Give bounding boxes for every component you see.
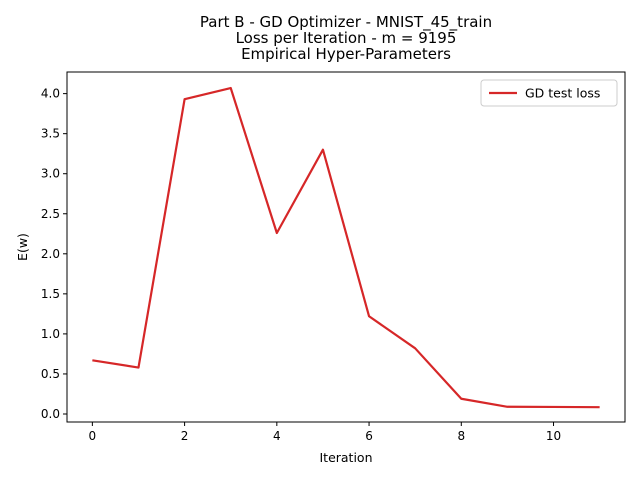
x-axis-label: Iteration [319, 450, 372, 465]
y-tick-label: 1.0 [41, 327, 60, 341]
chart-title: Part B - GD Optimizer - MNIST_45_trainLo… [200, 13, 492, 63]
axis-ticks: 0 2 4 6 8 10 0.0 0.5 1.0 1.5 2.0 2.5 3.0 3.5 4.0 [41, 87, 561, 443]
legend-label: GD test loss [525, 86, 600, 101]
x-tick-label: 6 [365, 429, 373, 443]
title-line-0: Part B - GD Optimizer - MNIST_45_train [200, 13, 492, 32]
y-axis-label: E(w) [15, 233, 30, 261]
y-tick-label: 4.0 [41, 87, 60, 101]
x-tick-label: 4 [273, 429, 281, 443]
legend-box [480, 79, 618, 107]
x-tick-label: 8 [457, 429, 465, 443]
plot-frame [66, 71, 626, 423]
y-tick-label: 2.5 [41, 207, 60, 221]
y-tick-label: 3.0 [41, 167, 60, 181]
x-tick-label: 0 [89, 429, 97, 443]
y-tick-label: 0.5 [41, 367, 60, 381]
series-lines [92, 86, 600, 409]
y-tick-label: 1.5 [41, 287, 60, 301]
x-tick-label: 2 [181, 429, 189, 443]
y-tick-label: 2.0 [41, 247, 60, 261]
title-line-1: Loss per Iteration - m = 9195 [236, 29, 457, 47]
legend: GD test loss [480, 79, 618, 107]
title-line-2: Empirical Hyper-Parameters [241, 45, 451, 63]
x-tick-label: 10 [546, 429, 561, 443]
y-tick-label: 0.0 [41, 407, 60, 421]
y-tick-label: 3.5 [41, 127, 60, 141]
series-line-0 [92, 86, 600, 409]
